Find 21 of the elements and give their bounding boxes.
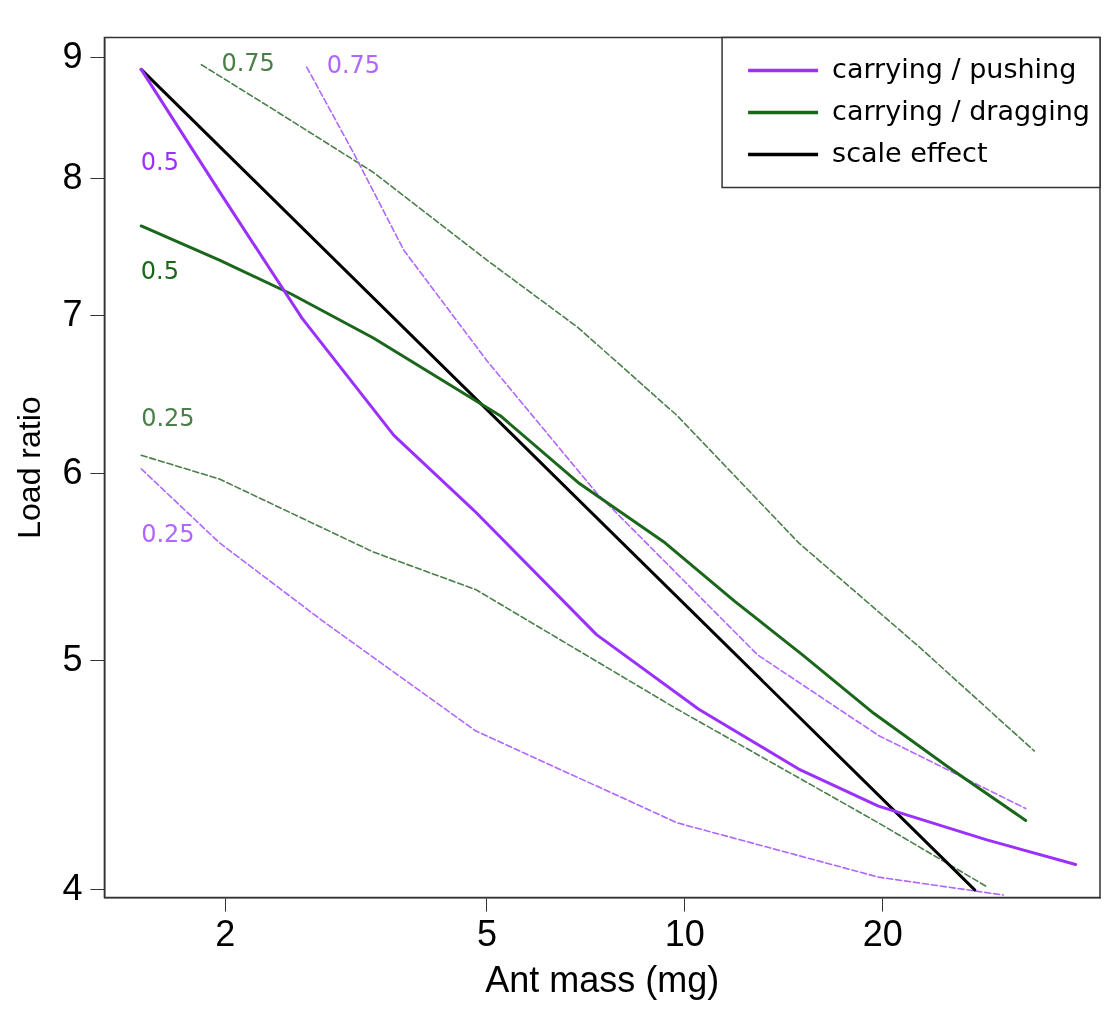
y-tick-label: 5 (62, 637, 83, 679)
legend-label: carrying / dragging (832, 94, 1091, 126)
y-tick-label: 6 (62, 450, 83, 492)
y-tick-label: 7 (62, 292, 83, 334)
x-tick-label: 10 (664, 913, 705, 955)
y-axis-title: Load ratio (11, 396, 48, 539)
y-tick-label: 8 (62, 155, 83, 197)
legend-label: scale effect (832, 136, 988, 168)
series-label: 0.25 (141, 520, 195, 549)
x-tick-label: 2 (215, 913, 236, 955)
legend-label: carrying / pushing (832, 52, 1077, 84)
series-label: 0.75 (221, 49, 275, 78)
series-label: 0.25 (141, 404, 195, 433)
y-tick-label: 4 (62, 866, 83, 908)
series-label: 0.75 (326, 51, 381, 80)
x-tick-label: 20 (862, 913, 903, 955)
annotation: 0.5 (140, 257, 179, 286)
x-axis-title: Ant mass (mg) (485, 959, 720, 1001)
annotation: 0.5 (140, 148, 179, 177)
x-tick-label: 5 (476, 913, 497, 955)
y-tick-label: 9 (62, 34, 83, 76)
